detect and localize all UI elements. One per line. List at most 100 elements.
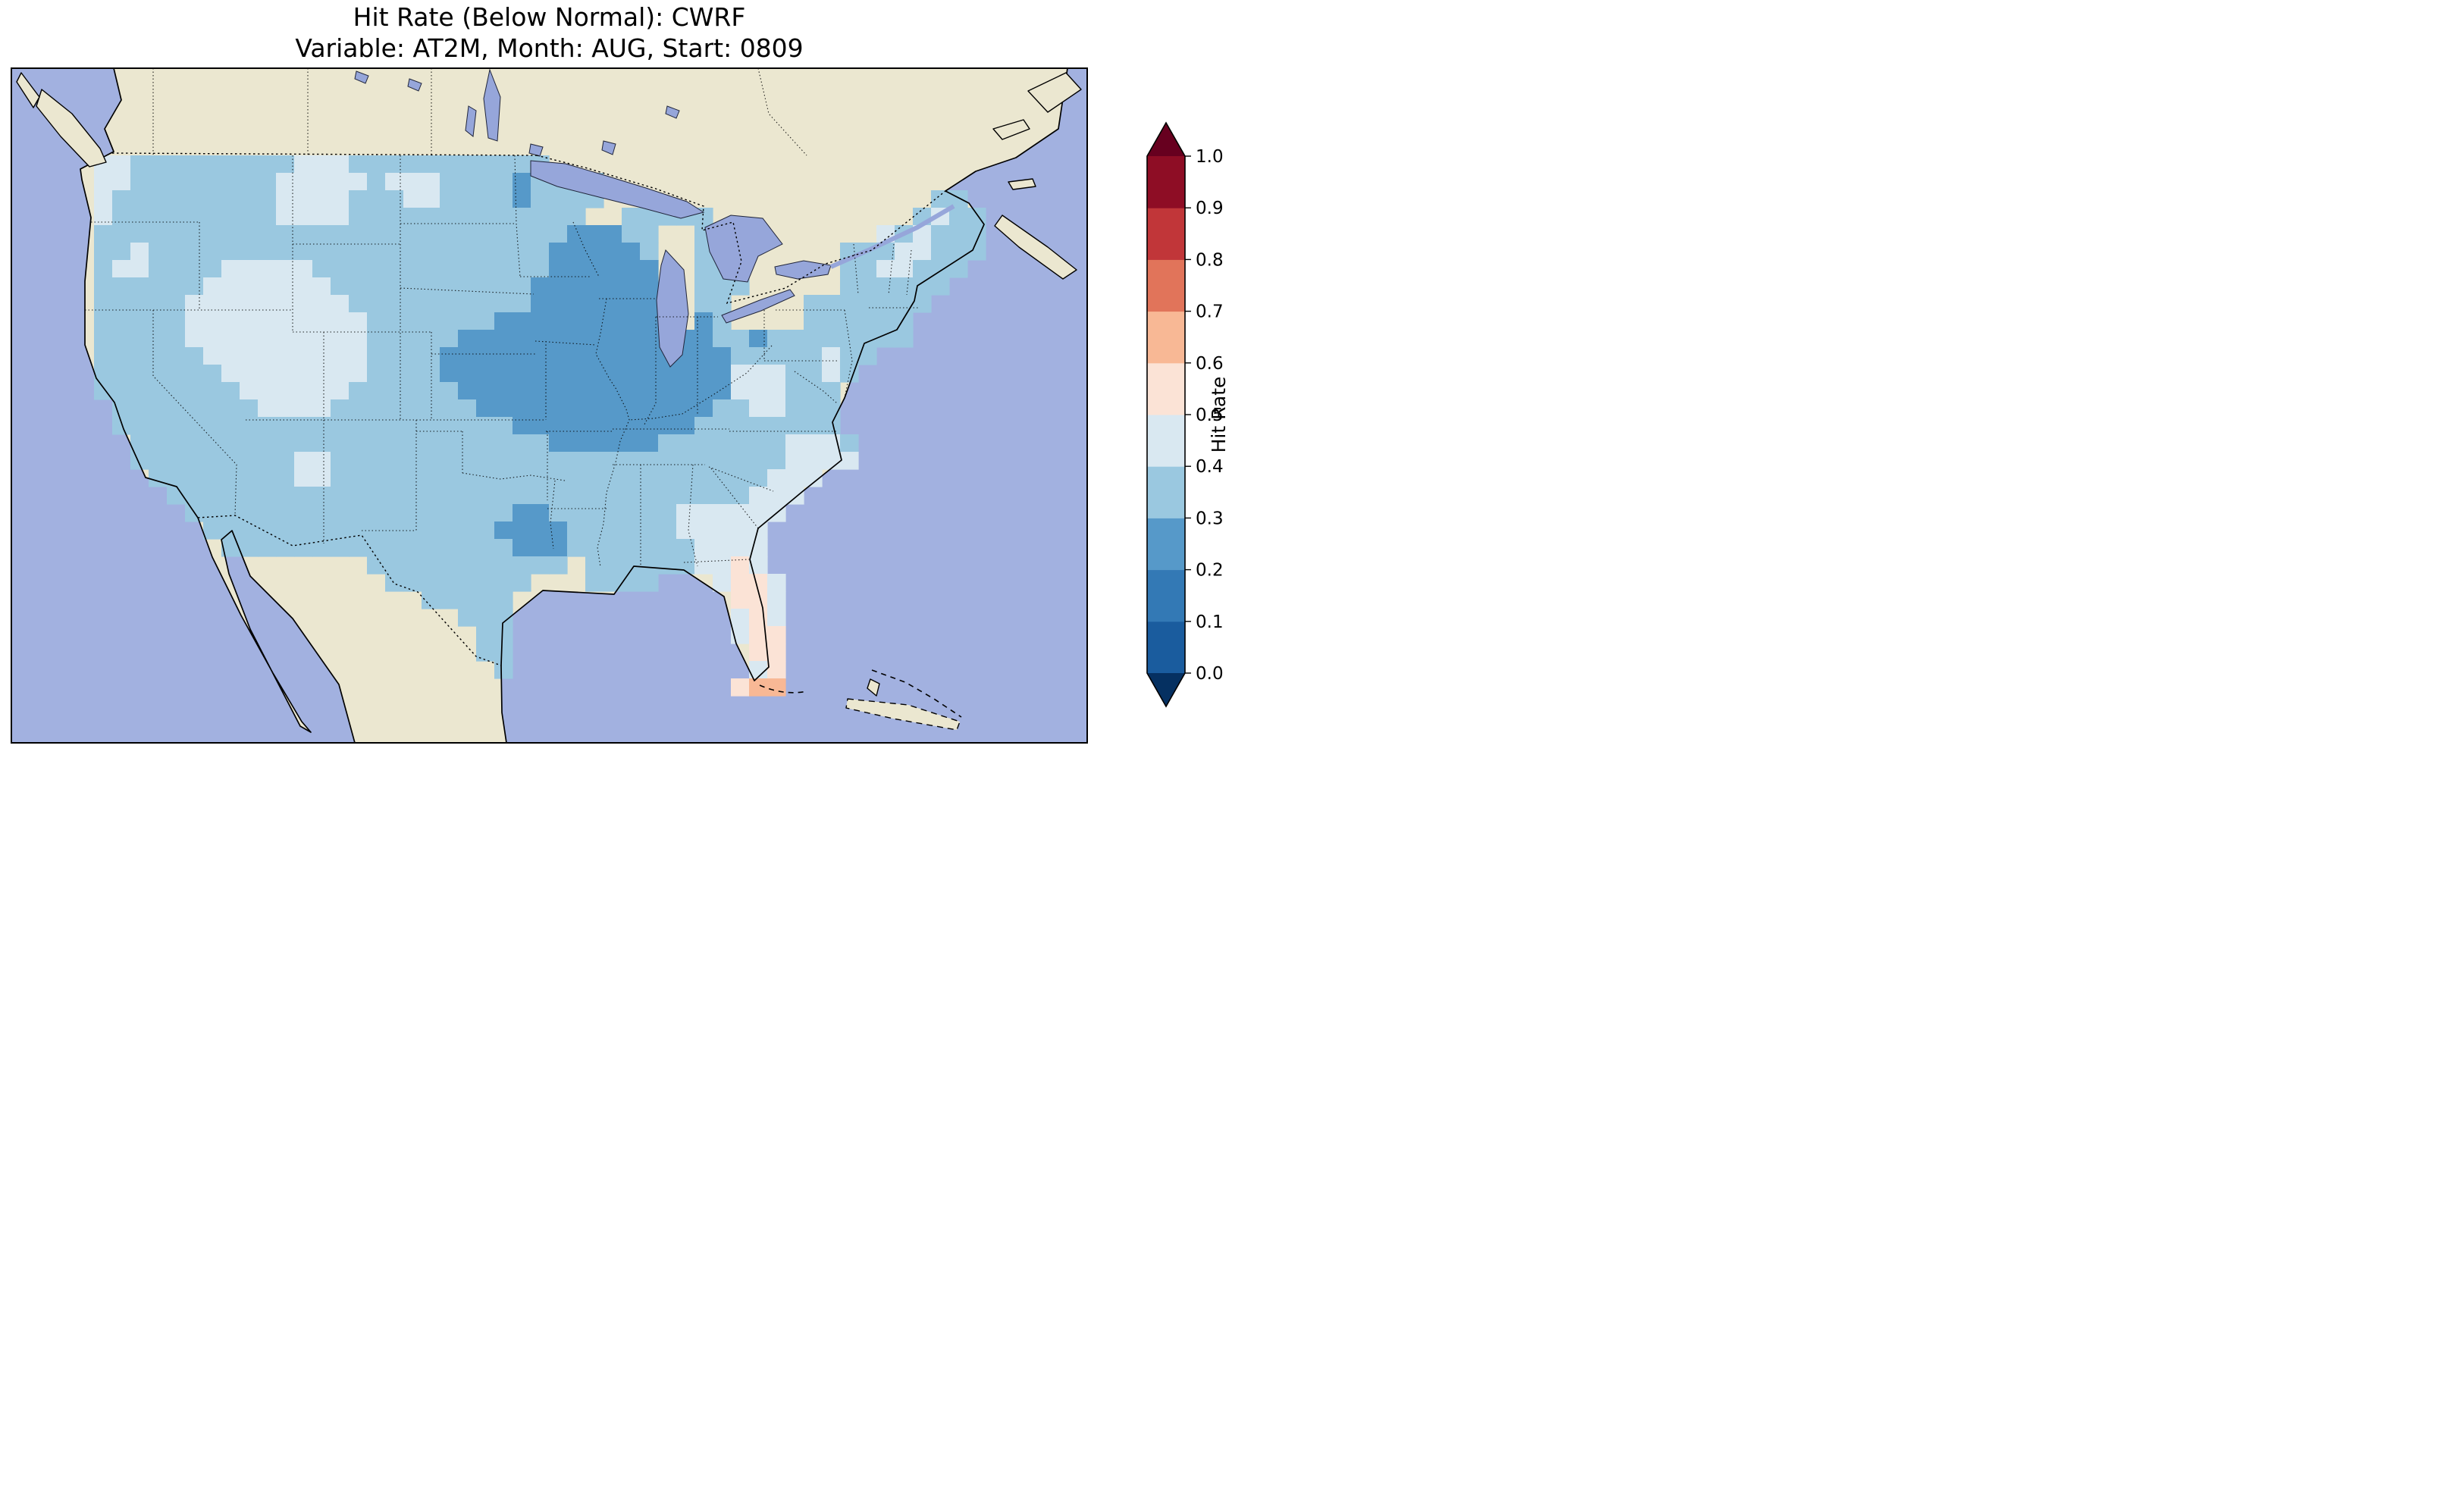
hit-rate-cell: [240, 225, 259, 243]
hit-rate-cell: [385, 208, 404, 226]
hit-rate-cell: [403, 399, 422, 418]
hit-rate-cell: [513, 312, 531, 330]
hit-rate-cell: [221, 225, 240, 243]
hit-rate-cell: [385, 173, 404, 191]
hit-rate-cell: [585, 399, 604, 418]
hit-rate-cell: [694, 365, 713, 383]
hit-rate-cell: [149, 434, 168, 453]
hit-rate-cell: [767, 644, 786, 662]
hit-rate-cell: [422, 208, 440, 226]
hit-rate-cell: [294, 504, 313, 522]
hit-rate-cell: [312, 295, 331, 313]
hit-rate-cell: [112, 190, 131, 208]
hit-rate-cell: [294, 434, 313, 453]
hit-rate-cell: [276, 225, 295, 243]
hit-rate-cell: [312, 487, 331, 505]
hit-rate-cell: [167, 330, 186, 348]
hit-rate-cell: [167, 243, 186, 261]
hit-rate-cell: [349, 155, 368, 174]
hit-rate-cell: [603, 556, 622, 575]
hit-rate-cell: [531, 225, 550, 243]
hit-rate-cell: [294, 487, 313, 505]
hit-rate-cell: [476, 591, 495, 609]
hit-rate-cell: [749, 399, 768, 418]
hit-rate-cell: [513, 521, 531, 540]
colorbar-segment: [1147, 156, 1185, 208]
hit-rate-cell: [840, 452, 859, 470]
hit-rate-cell: [567, 243, 586, 261]
hit-rate-cell: [349, 382, 368, 400]
hit-rate-cell: [640, 487, 659, 505]
hit-rate-cell: [385, 347, 404, 365]
hit-rate-cell: [513, 260, 531, 278]
hit-rate-cell: [221, 312, 240, 330]
hit-rate-cell: [494, 644, 513, 662]
newfoundland: [1027, 72, 1082, 113]
hit-rate-cell: [585, 434, 604, 453]
hit-rate-cell: [549, 539, 568, 557]
hit-rate-cell: [240, 190, 259, 208]
hit-rate-cell: [385, 521, 404, 540]
hit-rate-cell: [149, 225, 168, 243]
hit-rate-cell: [476, 243, 495, 261]
hit-rate-cell: [622, 243, 641, 261]
hit-rate-cell: [276, 173, 295, 191]
hit-rate-cell: [440, 556, 459, 575]
hit-rate-cell: [949, 225, 968, 243]
hit-rate-grid: [94, 155, 986, 697]
lake-winnipeg: [483, 68, 501, 142]
hit-rate-cell: [440, 382, 459, 400]
hit-rate-cell: [531, 399, 550, 418]
hit-rate-cell: [767, 399, 786, 418]
hit-rate-cell: [403, 434, 422, 453]
hit-rate-cell: [294, 190, 313, 208]
colorbar-tick-label: 0.9: [1196, 199, 1224, 218]
hit-rate-cell: [458, 208, 477, 226]
hit-rate-cell: [240, 208, 259, 226]
hit-rate-cell: [258, 521, 277, 540]
hit-rate-cell: [585, 504, 604, 522]
hit-rate-cell: [94, 312, 113, 330]
colorbar-segment: [1147, 311, 1185, 364]
hit-rate-cell: [567, 382, 586, 400]
hit-rate-cell: [458, 434, 477, 453]
hit-rate-cell: [349, 539, 368, 557]
hit-rate-cell: [221, 399, 240, 418]
hit-rate-cell: [130, 312, 149, 330]
hit-rate-cell: [476, 609, 495, 627]
hit-rate-cell: [94, 382, 113, 400]
hit-rate-cell: [895, 277, 914, 296]
hit-rate-cell: [931, 277, 950, 296]
hit-rate-cell: [167, 399, 186, 418]
hit-rate-cell: [549, 243, 568, 261]
colorbar-segment: [1147, 362, 1185, 415]
hit-rate-cell: [385, 330, 404, 348]
hit-rate-cell: [203, 208, 222, 226]
hit-rate-cell: [713, 399, 732, 418]
hit-rate-cell: [640, 539, 659, 557]
hit-rate-cell: [513, 295, 531, 313]
hit-rate-cell: [494, 347, 513, 365]
hit-rate-cell: [494, 417, 513, 435]
hit-rate-cell: [622, 539, 641, 557]
hit-rate-cell: [112, 312, 131, 330]
hit-rate-cell: [312, 225, 331, 243]
hit-rate-cell: [403, 469, 422, 487]
hit-rate-cell: [858, 260, 877, 278]
hit-rate-cell: [385, 434, 404, 453]
hit-rate-cell: [422, 452, 440, 470]
hit-rate-cell: [367, 469, 386, 487]
hit-rate-cell: [731, 382, 750, 400]
hit-rate-cell: [531, 312, 550, 330]
hit-rate-cell: [458, 591, 477, 609]
hit-rate-cell: [130, 295, 149, 313]
hit-rate-cell: [440, 312, 459, 330]
hit-rate-cell: [294, 417, 313, 435]
hit-rate-cell: [640, 521, 659, 540]
hit-rate-cell: [767, 469, 786, 487]
hit-rate-cell: [549, 382, 568, 400]
colorbar-tick-label: 0.4: [1196, 457, 1224, 477]
colorbar-segment: [1147, 259, 1185, 312]
hit-rate-cell: [549, 225, 568, 243]
hit-rate-cell: [276, 330, 295, 348]
